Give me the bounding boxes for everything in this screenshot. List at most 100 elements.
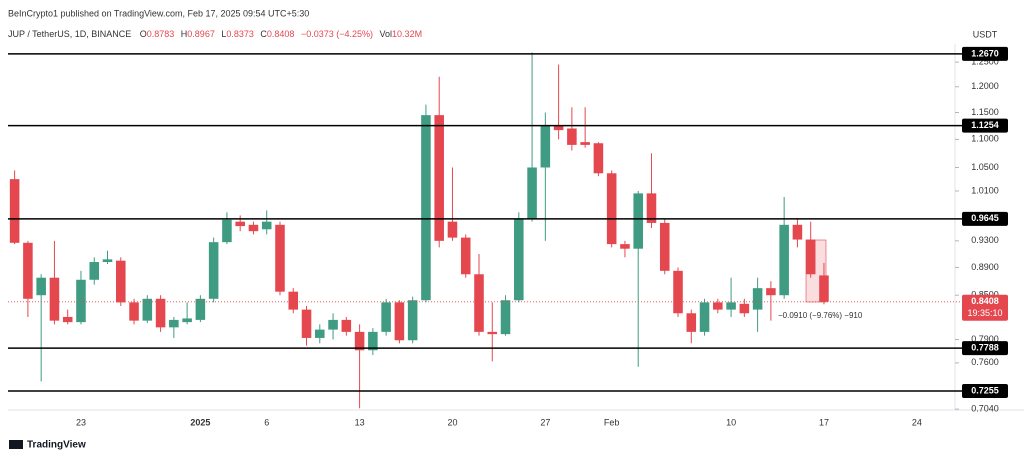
x-tick-label: 24 — [912, 417, 922, 427]
candle-body — [527, 167, 537, 219]
x-tick-label: 17 — [819, 417, 829, 427]
symbol: JUP / TetherUS, 1D, BINANCE — [8, 29, 131, 39]
x-tick-label: 20 — [447, 417, 457, 427]
symbol-header: JUP / TetherUS, 1D, BINANCE O0.8783 H 0.8… — [8, 29, 422, 39]
y-tick-label: 0.8900 — [971, 262, 999, 272]
candle-body — [460, 237, 471, 275]
candle-body — [115, 260, 126, 303]
candle-body — [766, 288, 776, 296]
candle-body — [142, 298, 153, 321]
candle-body — [248, 224, 259, 232]
candle-body — [368, 331, 378, 351]
published-note: BeInCrypto1 published on TradingView.com… — [8, 8, 309, 18]
candle-body — [62, 316, 73, 323]
x-tick-label: 13 — [355, 417, 365, 427]
candle-body — [447, 221, 458, 238]
level-label: 0.9645 — [971, 213, 999, 223]
candle-body — [606, 173, 617, 245]
candle-body — [659, 222, 670, 271]
ohlc-key: H — [181, 29, 188, 39]
candle-body — [580, 142, 590, 145]
level-label: 1.1254 — [971, 120, 999, 130]
x-tick-label: 6 — [264, 417, 269, 427]
candle-body — [354, 331, 365, 351]
candle-body — [102, 259, 113, 263]
candle-body — [222, 219, 232, 243]
candle-body — [514, 218, 524, 301]
level-label-box — [962, 383, 1008, 398]
ohlc-value: 0.8408 — [267, 29, 295, 39]
candle-body — [182, 318, 192, 323]
candle-body — [673, 270, 683, 314]
ohlc-value: 0.8373 — [226, 29, 254, 39]
candle-body — [819, 275, 829, 302]
candle-body — [407, 300, 418, 341]
candle-body — [421, 115, 431, 301]
candle-body — [49, 277, 60, 321]
candle-body — [434, 115, 444, 241]
y-tick-label: 1.1000 — [971, 134, 999, 144]
candle-body — [474, 274, 484, 332]
candle-body — [633, 193, 643, 249]
y-tick-label: 0.9300 — [971, 235, 999, 245]
x-tick-label: 2025 — [190, 417, 210, 427]
y-tick-label: 1.1500 — [971, 107, 999, 117]
candle-body — [208, 242, 219, 299]
candle-body — [540, 125, 551, 168]
candle-body — [686, 313, 697, 332]
currency-label: USDT — [973, 29, 998, 39]
x-tick-label: 27 — [540, 417, 550, 427]
y-tick-label: 0.7900 — [971, 334, 999, 344]
countdown: 19:35:10 — [967, 308, 1002, 318]
candle-body — [646, 193, 657, 223]
candle-body — [394, 302, 405, 341]
last-price-label: 0.8408 — [971, 296, 999, 306]
candle-body — [89, 262, 100, 280]
candle-body — [779, 224, 789, 296]
logo-mark — [9, 440, 23, 449]
y-tick-label: 1.0500 — [971, 162, 999, 172]
last-price-box — [962, 294, 1008, 321]
candle-body — [805, 239, 816, 275]
candle-body — [315, 329, 325, 338]
volume-key: Vol — [380, 29, 393, 39]
ohlc-value: 0.8783 — [147, 29, 175, 39]
candle-body — [699, 302, 710, 332]
candle-body — [726, 302, 736, 310]
level-label-box — [962, 341, 1008, 356]
x-tick-label: Feb — [604, 417, 620, 427]
candle-body — [235, 221, 245, 227]
candle-body — [792, 224, 803, 240]
y-tick-label: 1.2500 — [971, 56, 999, 66]
candle-body — [155, 298, 166, 328]
brand-logo: TradingView — [9, 440, 86, 451]
candle-body — [752, 288, 763, 310]
level-label-box — [962, 46, 1008, 61]
candle-body — [76, 279, 86, 323]
y-tick-label: 0.8500 — [971, 290, 999, 300]
candle-body — [341, 319, 352, 332]
candle-body — [36, 277, 46, 296]
candle-body — [567, 128, 577, 145]
x-tick-label: 23 — [76, 417, 86, 427]
ohlc-key: O — [140, 29, 147, 39]
level-label: 0.7788 — [971, 342, 999, 352]
y-tick-label: 1.0100 — [971, 185, 999, 195]
candle-body — [288, 291, 299, 310]
candle-body — [23, 242, 33, 299]
candle-body — [500, 300, 511, 335]
x-tick-label: 10 — [726, 417, 736, 427]
candle-body — [593, 143, 604, 174]
candle-body — [739, 303, 750, 314]
candle-body — [169, 319, 179, 328]
change: −0.0373 (−4.25%) — [301, 29, 373, 39]
candle-body — [620, 244, 630, 249]
candle-body — [9, 179, 20, 243]
candle-body — [713, 302, 723, 310]
level-label: 0.7255 — [971, 385, 999, 395]
volume-value: 10.32M — [392, 29, 422, 39]
candle-body — [487, 331, 498, 335]
measure-annotation: −0.0910 (−9.76%) −910 — [778, 311, 863, 320]
candle-body — [261, 221, 272, 230]
